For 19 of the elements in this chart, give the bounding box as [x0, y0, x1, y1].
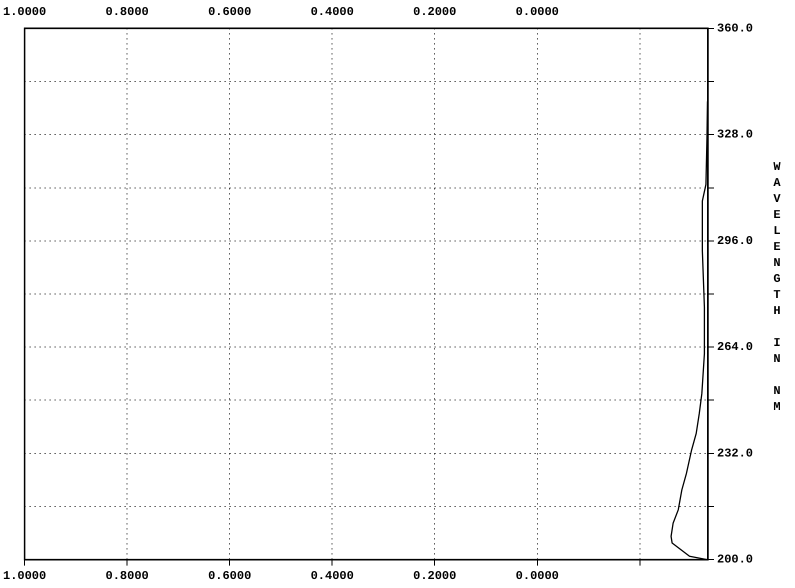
y-axis-title: WAVELENGTH IN NM — [770, 160, 784, 416]
x2-tick-label: 0.6000 — [208, 568, 252, 583]
y-tick-label: 264.0 — [716, 340, 754, 354]
x2-tick-label: 0.0000 — [516, 568, 559, 583]
x2-tick-label: 0.8000 — [106, 568, 149, 583]
x-tick-label: 0.6000 — [208, 5, 252, 20]
x2-tick-label: 1.0000 — [2, 568, 46, 583]
x-tick-label: 0.4000 — [310, 5, 354, 20]
y-tick-label: 200.0 — [716, 552, 754, 567]
x-tick-label: 0.8000 — [106, 5, 149, 20]
x2-tick-label: 0.4000 — [310, 568, 354, 583]
y-tick-label: 360.0 — [716, 21, 754, 36]
x2-tick-label: 0.2000 — [413, 568, 456, 583]
y-tick-label: 232.0 — [716, 446, 754, 460]
x-tick-label: 0.2000 — [413, 5, 456, 20]
y-tick-label: 296.0 — [716, 234, 754, 248]
y-tick-label: 328.0 — [716, 128, 754, 142]
x-tick-label: 0.0000 — [516, 5, 559, 20]
x-tick-label: 1.0000 — [2, 5, 46, 20]
